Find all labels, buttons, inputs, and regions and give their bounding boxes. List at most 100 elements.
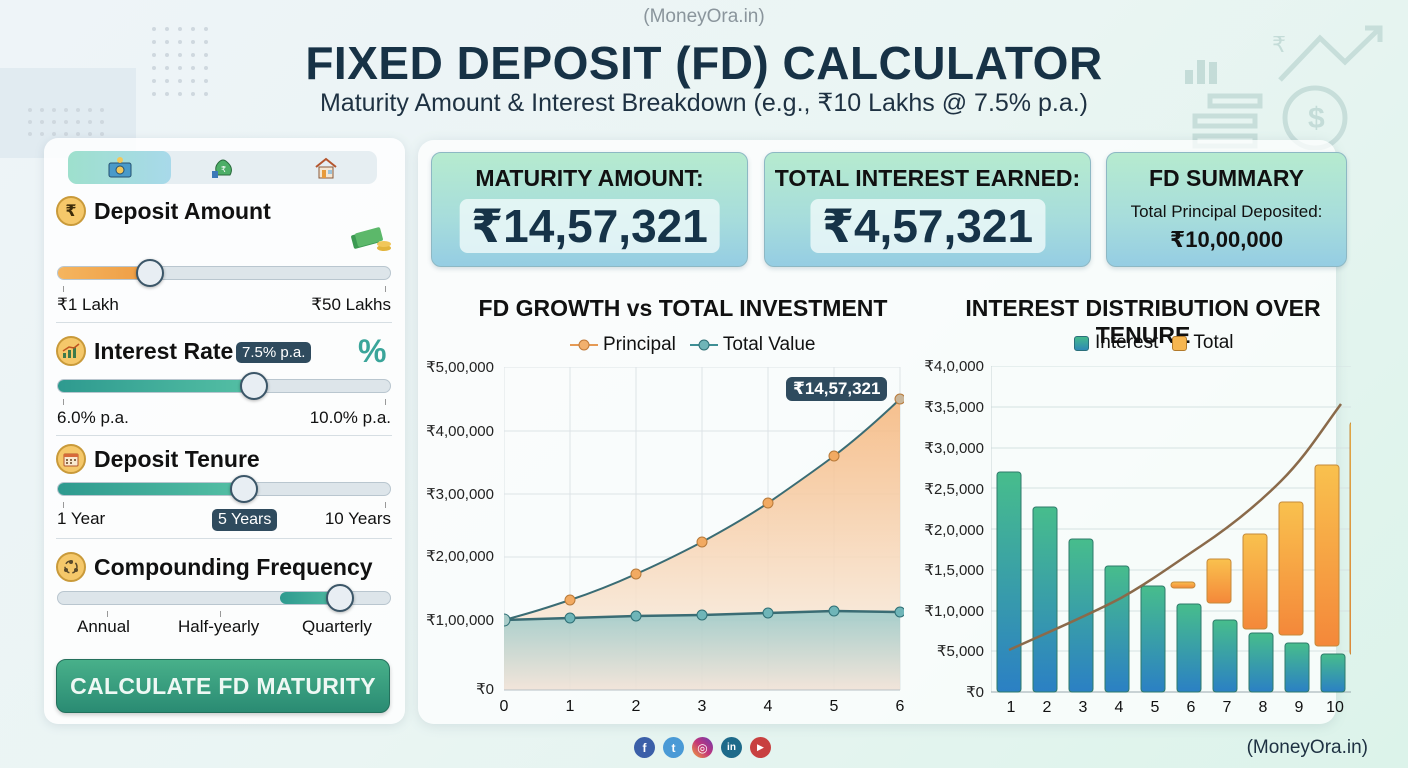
tab-property[interactable] [274,151,377,184]
deposit-amount-label: Deposit Amount [94,197,271,224]
y-tick: ₹2,00,000 [426,548,494,565]
divider [56,435,392,436]
x-tick: 1 [565,698,575,715]
growth-chart-title: FD GROWTH vs TOTAL INVESTMENT [478,295,888,321]
linkedin-icon[interactable]: in [721,737,742,758]
interest-max-label: 10.0% p.a. [309,408,391,427]
growth-line-chart [504,367,904,691]
house-icon [314,157,337,178]
interest-rate-value-tooltip: 7.5% p.a. [236,342,312,363]
compounding-option-half-yearly[interactable]: Half-yearly [178,617,260,636]
teal-line-marker-icon [689,339,718,351]
brand-watermark-bottom: (MoneyOra.in) [1246,737,1368,758]
total-swatch-icon [1172,335,1188,351]
interest-rate-label: Interest Rate [94,337,234,364]
y-tick: ₹1,0,000 [924,603,984,620]
deposit-tenure-section: Deposit Tenure [56,444,392,474]
deposit-amount-thumb[interactable] [136,259,164,287]
legend-interest: Interest [1074,332,1158,354]
x-tick: 8 [1258,699,1268,716]
results-panel: MATURITY AMOUNT: ₹14,57,321 TOTAL INTERE… [418,140,1351,724]
principal-deposited-label: Total Principal Deposited: [1130,202,1323,221]
growth-chart-icon [56,336,86,366]
calculate-fd-maturity-button[interactable]: CALCULATE FD MATURITY [56,659,390,713]
page-subtitle: Maturity Amount & Interest Breakdown (e.… [319,89,1089,117]
interest-chart-legend: Interest Total [1074,332,1234,354]
legend-principal: Principal [570,334,676,356]
y-tick: ₹2,5,000 [924,481,984,498]
interest-distribution-title: INTEREST DISTRIBUTION OVER TENURE [965,295,1321,348]
deposit-amount-slider[interactable] [57,259,391,287]
deposit-max-label: ₹50 Lakhs [311,295,391,314]
deposit-tenure-label: Deposit Tenure [94,445,260,472]
compounding-option-annual[interactable]: Annual [77,617,130,636]
deposit-amount-section: ₹ Deposit Amount [56,196,392,226]
fd-deposit-icon [108,156,131,177]
money-bag-icon: ₹ [211,159,232,178]
deposit-tenure-thumb[interactable] [230,475,258,503]
legend-total-value: Total Value [689,334,815,356]
y-tick: ₹0 [476,681,494,698]
x-tick: 1 [1006,699,1016,716]
facebook-icon[interactable]: f [634,737,655,758]
x-tick: 3 [697,698,707,715]
calendar-icon [56,444,86,474]
cash-stack-icon [351,227,391,251]
svg-text:₹: ₹ [221,165,226,174]
y-tick: ₹5,000 [936,643,984,660]
y-tick: ₹0 [966,684,984,701]
x-tick: 2 [1042,699,1052,716]
y-tick: ₹3,00,000 [426,486,494,503]
total-interest-title: TOTAL INTEREST EARNED: [774,165,1081,191]
x-tick: 6 [895,698,905,715]
x-tick: 6 [1186,699,1196,716]
tenure-max-label: 10 Years [324,509,391,528]
x-tick: 10 [1326,699,1344,716]
youtube-icon[interactable]: ▶ [750,737,771,758]
x-tick: 4 [763,698,773,715]
y-tick: ₹4,00,000 [426,423,494,440]
social-links: f t ◎ in ▶ [634,737,771,758]
legend-total: Total [1172,332,1234,354]
compounding-frequency-section: Compounding Frequency [56,552,392,582]
interest-rate-section: Interest Rate [56,336,392,366]
interest-swatch-icon [1074,335,1089,351]
cycle-icon [56,552,86,582]
orange-line-marker-icon [570,339,598,351]
deposit-min-label: ₹1 Lakh [57,295,119,314]
x-tick: 4 [1114,699,1124,716]
tab-fixed-deposit[interactable] [68,151,171,184]
y-tick: ₹4,0,000 [924,358,984,375]
divider [56,538,392,539]
tenure-value-tooltip: 5 Years [212,509,278,531]
total-interest-value: ₹4,57,321 [809,199,1046,253]
x-tick: 3 [1078,699,1088,716]
interest-rate-thumb[interactable] [240,372,268,400]
x-tick: 5 [829,698,839,715]
calculator-type-tabs: ₹ [68,151,377,184]
compounding-option-quarterly[interactable]: Quarterly [302,617,372,636]
y-tick: ₹2,0,000 [924,522,984,539]
total-interest-card: TOTAL INTEREST EARNED: ₹4,57,321 [764,152,1091,267]
brand-watermark-top: (MoneyOra.in) [643,6,765,27]
x-tick: 0 [499,698,509,715]
fd-summary-card: FD SUMMARY Total Principal Deposited: ₹1… [1106,152,1347,267]
x-tick: 9 [1294,699,1304,716]
y-tick: ₹1,00,000 [426,612,494,629]
compounding-frequency-thumb[interactable] [326,584,354,612]
interest-rate-slider[interactable] [57,372,391,400]
deposit-tenure-slider[interactable] [57,475,391,503]
tab-savings[interactable]: ₹ [171,151,274,184]
divider [56,322,392,323]
maturity-amount-title: MATURITY AMOUNT: [475,165,704,191]
maturity-value-tooltip: ₹14,57,321 [786,377,888,401]
maturity-amount-card: MATURITY AMOUNT: ₹14,57,321 [431,152,748,267]
x-tick: 7 [1222,699,1232,716]
growth-chart-legend: Principal Total Value [570,334,815,356]
instagram-icon[interactable]: ◎ [692,737,713,758]
twitter-icon[interactable]: t [663,737,684,758]
y-tick: ₹3,5,000 [924,399,984,416]
compounding-frequency-slider[interactable] [57,584,391,612]
y-tick: ₹1,5,000 [924,562,984,579]
x-tick: 5 [1150,699,1160,716]
